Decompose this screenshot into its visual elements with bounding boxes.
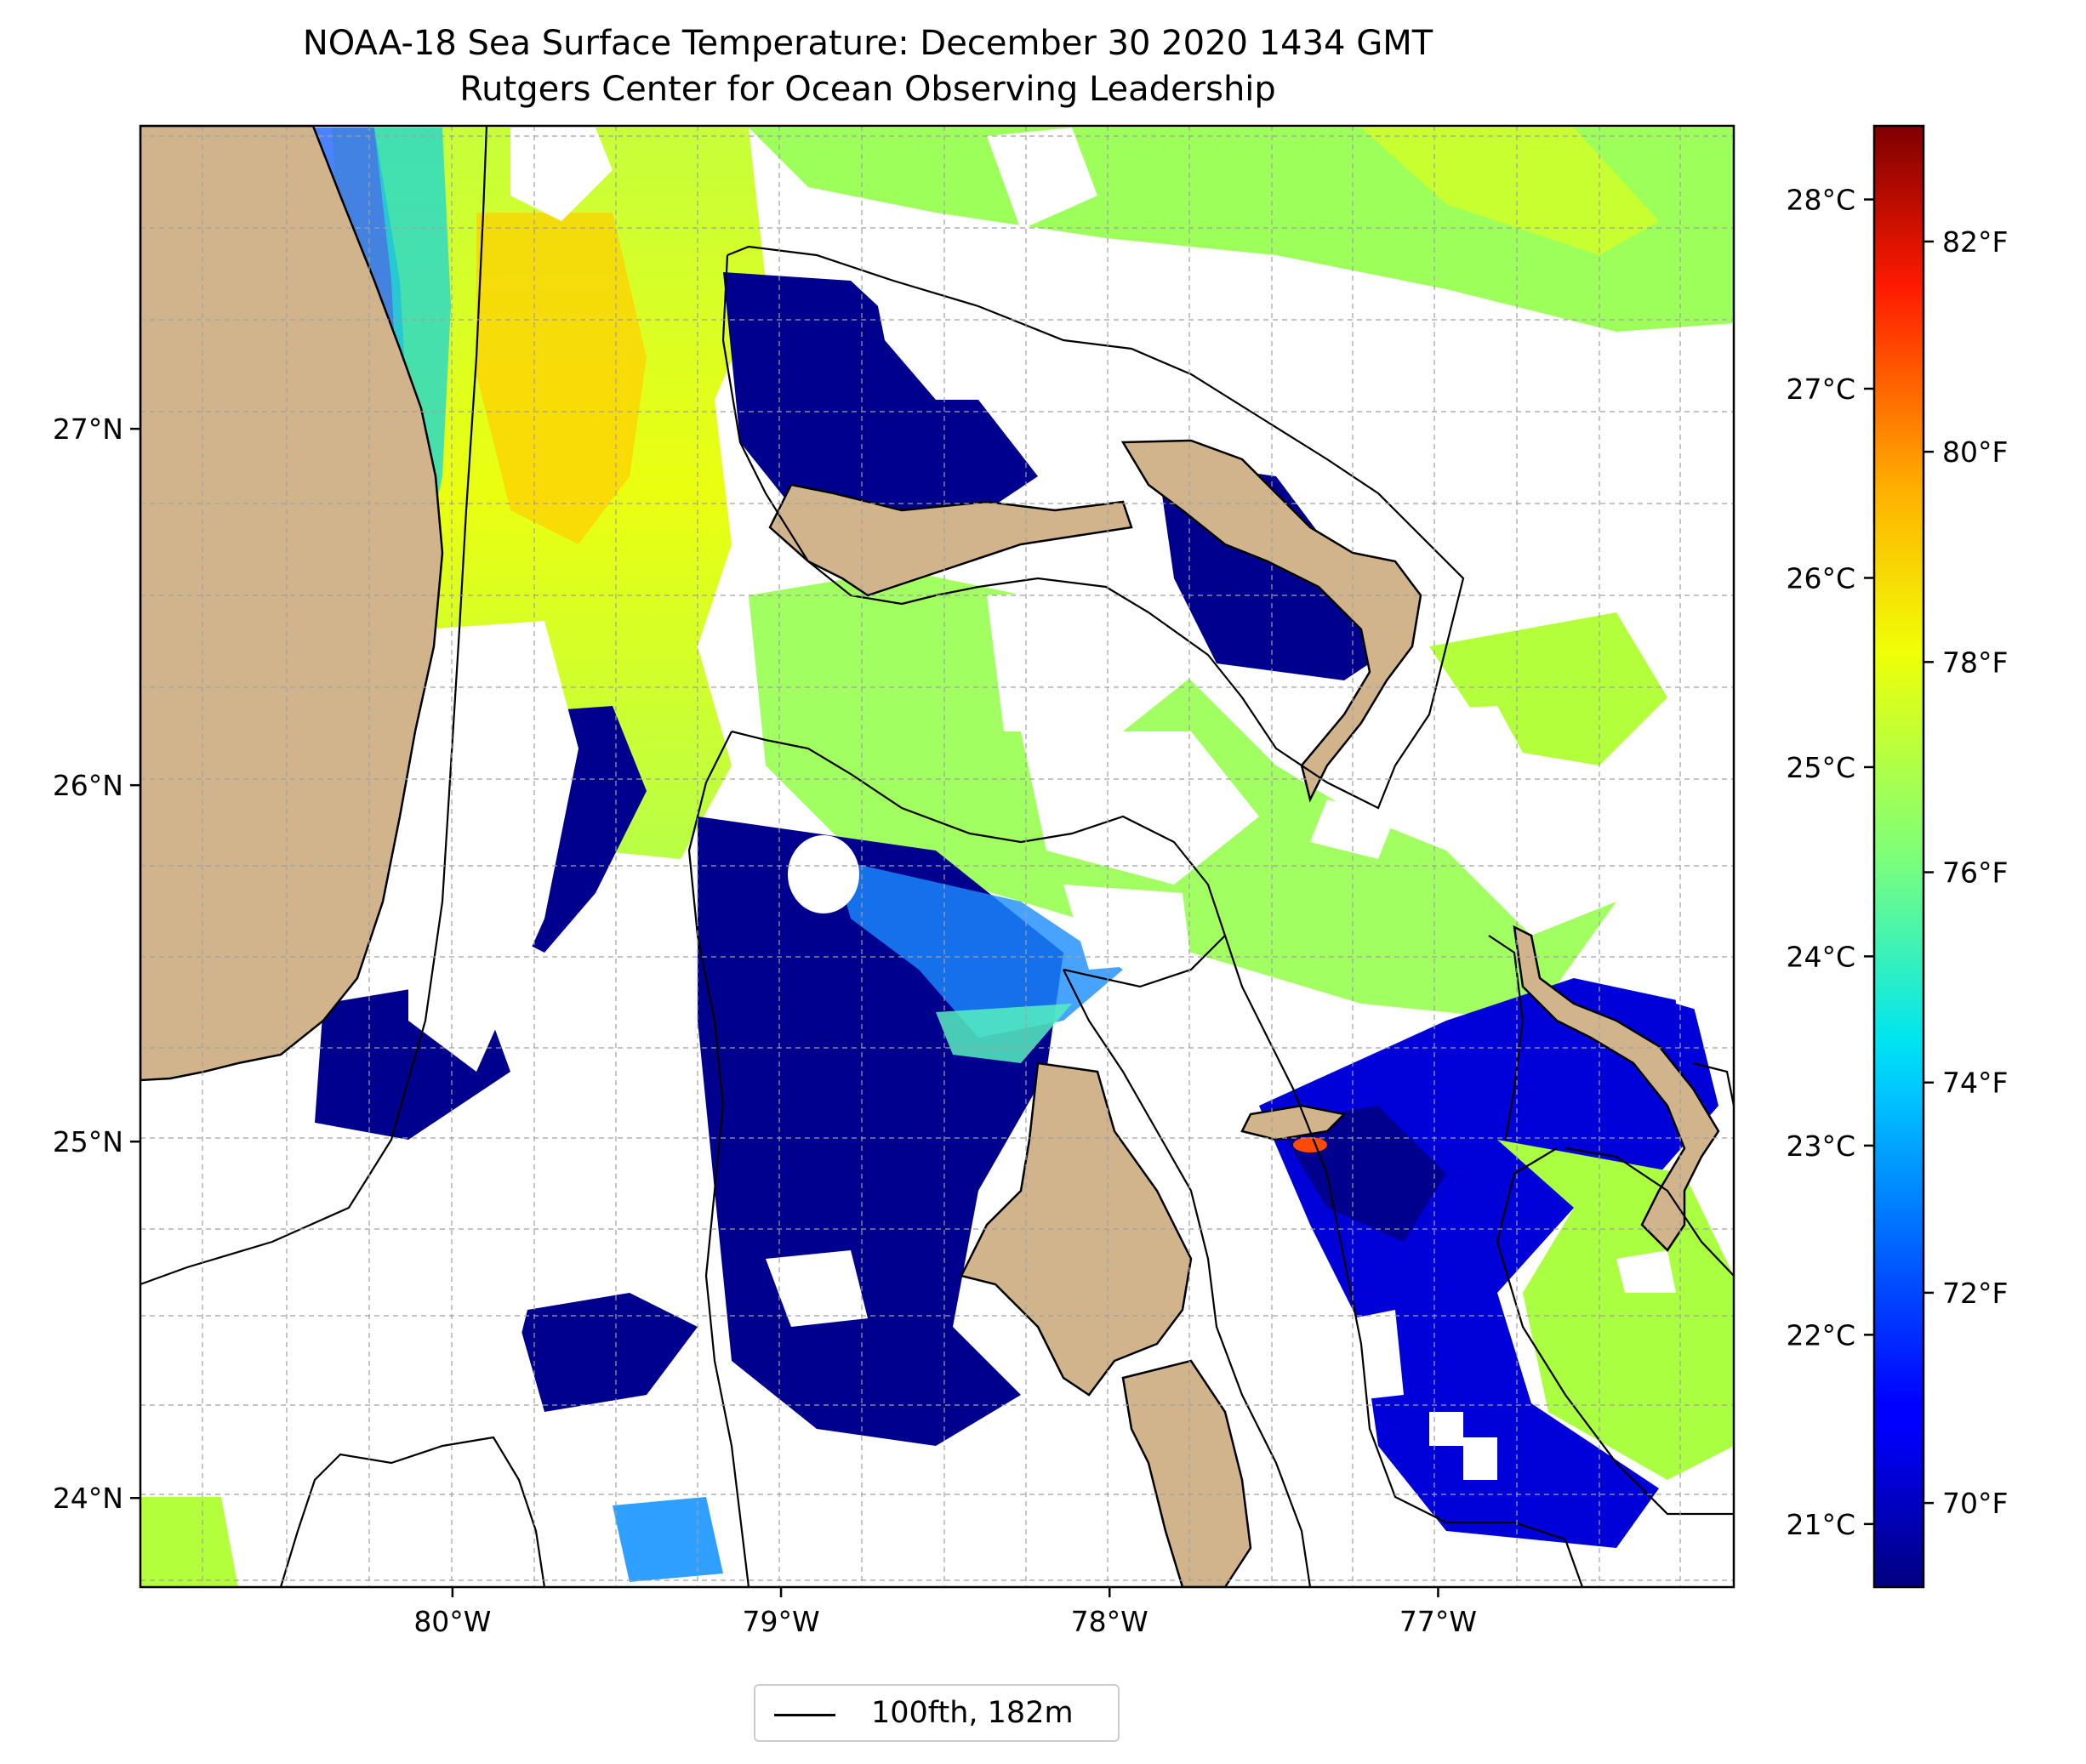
fahrenheit-tick-label: 78°F bbox=[1942, 646, 2008, 679]
sst-map-area bbox=[140, 126, 1734, 1587]
celsius-tick-label: 22°C bbox=[1786, 1318, 1855, 1351]
fahrenheit-tick-label: 74°F bbox=[1942, 1067, 2008, 1100]
lon-tick-label: 79°W bbox=[742, 1605, 819, 1638]
lat-tick-label: 26°N bbox=[53, 769, 123, 802]
fahrenheit-tick-label: 72°F bbox=[1942, 1277, 2008, 1310]
colorbar-labels: 82°F 80°F 78°F 76°F 74°F 72°F 70°F 28°C 27°C 26°C… bbox=[1786, 184, 2008, 1541]
sst-tongue-cyan bbox=[936, 1004, 1072, 1063]
cloud-mask bbox=[140, 128, 1734, 1497]
grand-bahama-land bbox=[768, 483, 1133, 597]
isobath-100fth bbox=[140, 126, 1734, 1587]
lon-tick-label: 80°W bbox=[413, 1605, 491, 1638]
map-axis-ticks bbox=[130, 427, 1439, 1597]
celsius-tick-label: 26°C bbox=[1786, 561, 1855, 595]
lat-tick-label: 24°N bbox=[53, 1482, 123, 1515]
lon-tick-label: 78°W bbox=[1071, 1605, 1148, 1638]
map-subtitle: Rutgers Center for Ocean Observing Leade… bbox=[459, 70, 1276, 109]
sst-southwest-green bbox=[140, 1497, 238, 1587]
fahrenheit-tick-label: 82°F bbox=[1942, 225, 2008, 259]
eleuthera-land bbox=[1513, 925, 1720, 1252]
legend: 100fth, 182m bbox=[754, 1684, 1120, 1742]
fahrenheit-tick-label: 80°F bbox=[1942, 435, 2008, 469]
legend-label: 100fth, 182m bbox=[871, 1696, 1074, 1730]
fahrenheit-tick-label: 70°F bbox=[1942, 1487, 2008, 1520]
celsius-tick-label: 27°C bbox=[1786, 373, 1855, 406]
florida-land bbox=[140, 126, 444, 1082]
sst-bank-cold-north bbox=[723, 272, 1038, 544]
colorbar bbox=[1872, 124, 1925, 1589]
fahrenheit-tick-label: 76°F bbox=[1942, 856, 2008, 890]
celsius-tick-label: 21°C bbox=[1786, 1508, 1855, 1541]
colorbar-ticks bbox=[1864, 198, 1934, 1526]
sst-north-yellowgreen bbox=[1361, 128, 1659, 255]
lat-tick-label: 27°N bbox=[53, 413, 123, 446]
map-axis-labels: 80°W 79°W 78°W 77°W 27°N 26°N 25°N 24°N bbox=[53, 413, 1477, 1638]
celsius-tick-label: 23°C bbox=[1786, 1130, 1855, 1163]
sst-south-blue-patch bbox=[613, 1497, 723, 1582]
lat-tick-label: 25°N bbox=[53, 1125, 123, 1158]
lon-tick-label: 77°W bbox=[1399, 1605, 1477, 1638]
legend-line-swatch bbox=[774, 1714, 835, 1716]
celsius-tick-label: 25°C bbox=[1786, 751, 1855, 784]
celsius-tick-label: 24°C bbox=[1786, 940, 1855, 973]
new-providence-land bbox=[1240, 1104, 1347, 1141]
sst-tongue-gradient bbox=[834, 859, 1123, 1038]
celsius-tick-label: 28°C bbox=[1786, 184, 1855, 217]
map-gridlines bbox=[140, 126, 1734, 1587]
map-title: NOAA-18 Sea Surface Temperature: Decembe… bbox=[302, 24, 1433, 63]
sst-warm-core bbox=[476, 213, 647, 544]
sst-south-cold-patch bbox=[510, 1293, 698, 1412]
sst-warm-spot bbox=[1293, 1137, 1327, 1152]
andros-south-land bbox=[1121, 1359, 1252, 1587]
map-frame bbox=[139, 124, 1735, 1589]
